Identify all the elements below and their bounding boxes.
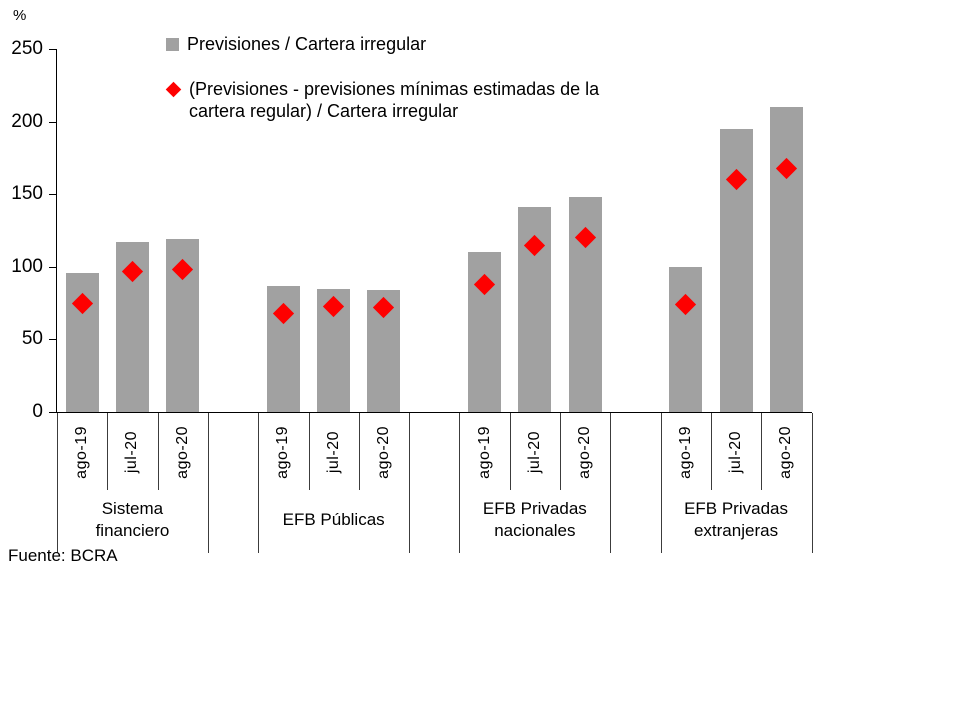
x-tick-label: ago-20: [374, 425, 392, 479]
y-tick-mark: [49, 121, 57, 123]
month-separator-line: [509, 413, 511, 490]
x-tick-label: ago-19: [676, 425, 694, 479]
group-cell: EFB Públicas: [258, 490, 409, 550]
bar-efb-privadas-extranjeras-ago-20: [769, 107, 803, 412]
month-cell: jul-20: [510, 414, 560, 490]
group-cell: EFB Privadas nacionales: [459, 490, 610, 550]
group-cell: EFB Privadas extranjeras: [661, 490, 812, 550]
group-label-efb-publicas: EFB Públicas: [282, 509, 385, 529]
group-boundary-line: [459, 413, 461, 553]
y-tick-mark: [49, 339, 57, 341]
month-cell: ago-19: [459, 414, 509, 490]
month-separator-line: [157, 413, 159, 490]
y-axis-line: [56, 49, 57, 412]
y-tick-label: 100: [11, 255, 43, 277]
group-label-efb-privadas-nacionales: EFB Privadas nacionales: [482, 498, 587, 540]
bar-efb-privadas-extranjeras-ago-19: [669, 266, 703, 412]
y-tick-mark: [49, 412, 57, 413]
x-tick-label: ago-20: [173, 425, 191, 479]
y-tick-label: 150: [11, 183, 43, 205]
x-tick-label: ago-19: [475, 425, 493, 479]
y-tick-label: 200: [11, 110, 43, 132]
month-separator-line: [710, 413, 712, 490]
bar-series-swatch-icon: [166, 38, 179, 51]
month-cell: jul-20: [711, 414, 761, 490]
group-boundary-line: [811, 413, 813, 553]
group-boundary-line: [660, 413, 662, 553]
group-boundary-line: [258, 413, 260, 553]
y-tick-label: 50: [21, 328, 43, 350]
legend-bar-label: Previsiones / Cartera irregular: [187, 34, 427, 54]
x-tick-label: ago-19: [73, 425, 91, 479]
y-tick-label: 0: [32, 401, 43, 422]
x-tick-label: ago-20: [777, 425, 795, 479]
group-boundary-line: [207, 413, 209, 553]
month-cell: jul-20: [309, 414, 359, 490]
x-tick-label: jul-20: [525, 430, 543, 474]
group-boundary-line: [610, 413, 612, 553]
month-separator-line: [308, 413, 310, 490]
y-axis-unit-label: %: [13, 7, 27, 24]
month-cell: ago-19: [258, 414, 308, 490]
y-tick-mark: [49, 49, 57, 50]
month-cell: ago-20: [560, 414, 610, 490]
month-separator-line: [761, 413, 763, 490]
x-axis-line: [56, 412, 812, 413]
group-boundary-line: [57, 413, 58, 553]
x-tick-label: jul-20: [727, 430, 745, 474]
x-tick-label: jul-20: [324, 430, 342, 474]
month-cell: jul-20: [107, 414, 157, 490]
month-cell: ago-20: [359, 414, 409, 490]
group-cell: Sistema financiero: [57, 490, 208, 550]
month-cell: ago-20: [158, 414, 208, 490]
source-note: Fuente: BCRA: [8, 546, 118, 565]
month-separator-line: [560, 413, 561, 490]
month-cell: ago-19: [57, 414, 107, 490]
legend-item-points: (Previsiones - previsiones mínimas estim…: [165, 78, 621, 122]
group-boundary-line: [409, 413, 411, 553]
group-label-sistema-financiero: Sistema financiero: [95, 498, 170, 540]
legend-point-label: (Previsiones - previsiones mínimas estim…: [189, 79, 600, 121]
diamond-series-swatch-icon: [165, 81, 182, 98]
x-tick-label: ago-20: [576, 425, 594, 479]
y-tick-mark: [49, 194, 57, 196]
month-cell: ago-19: [661, 414, 711, 490]
x-tick-label: jul-20: [123, 430, 141, 474]
group-label-efb-privadas-extranjeras: EFB Privadas extranjeras: [684, 498, 788, 540]
x-tick-label: ago-19: [274, 425, 292, 479]
month-cell: ago-20: [761, 414, 811, 490]
y-tick-label: 250: [11, 38, 43, 59]
y-tick-mark: [49, 266, 57, 268]
legend-item-bars: Previsiones / Cartera irregular: [166, 33, 426, 55]
month-separator-line: [107, 413, 109, 490]
month-separator-line: [358, 413, 360, 490]
